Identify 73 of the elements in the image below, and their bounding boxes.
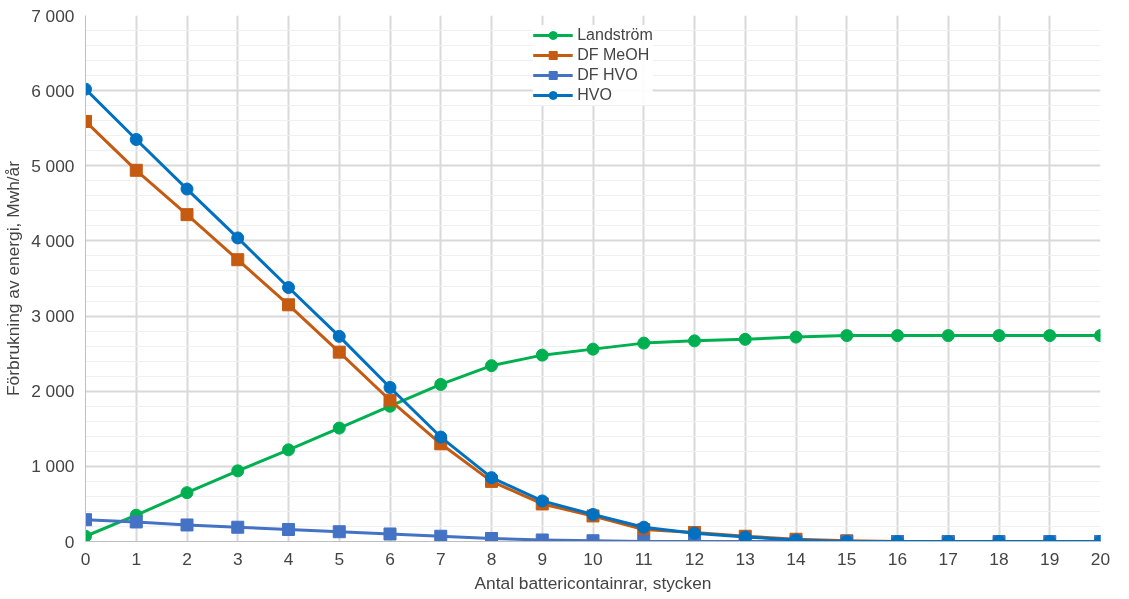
- point: [738, 332, 752, 346]
- point: [434, 377, 448, 391]
- point: [637, 336, 651, 350]
- point: [180, 182, 194, 196]
- y-tick-label: 2 000: [31, 381, 75, 402]
- x-tick-label: 17: [938, 548, 958, 569]
- y-tick-label: 1 000: [31, 456, 75, 477]
- y-axis-title: Förbrukning av energi, Mwh/år: [3, 160, 24, 396]
- x-tick-label: 13: [735, 548, 755, 569]
- point: [231, 253, 245, 267]
- point: [180, 486, 194, 500]
- x-tick-label: 5: [334, 548, 345, 569]
- x-tick-label: 18: [989, 548, 1009, 569]
- point: [485, 359, 498, 373]
- point: [231, 464, 245, 478]
- point: [231, 520, 245, 534]
- point: [789, 330, 803, 344]
- x-tick-label: 1: [131, 548, 142, 569]
- y-tick-label: 5 000: [31, 155, 75, 176]
- x-tick-label: 0: [80, 548, 91, 569]
- point: [383, 393, 397, 407]
- point: [129, 133, 143, 146]
- legend-label: DF HVO: [577, 66, 638, 84]
- x-tick-label: 10: [583, 548, 603, 569]
- x-tick-label: 15: [837, 548, 857, 569]
- point: [840, 329, 854, 343]
- point: [332, 329, 346, 343]
- point: [535, 348, 549, 362]
- x-tick-label: 7: [435, 548, 446, 569]
- point: [282, 443, 295, 457]
- point: [231, 231, 245, 245]
- point: [485, 531, 498, 542]
- x-tick-label: 9: [537, 548, 548, 569]
- y-tick-label: 0: [64, 531, 75, 552]
- y-tick-label: 7 000: [31, 5, 75, 26]
- x-tick-label: 12: [684, 548, 705, 569]
- x-tick-label: 11: [634, 548, 653, 569]
- x-tick-label: 2: [182, 548, 192, 569]
- x-tick-label: 19: [1040, 548, 1060, 569]
- x-tick-label: 20: [1090, 548, 1111, 569]
- point: [434, 529, 448, 542]
- y-tick-label: 6 000: [31, 80, 75, 101]
- point: [434, 430, 448, 444]
- point: [992, 329, 1006, 343]
- x-tick-label: 8: [486, 548, 497, 569]
- x-axis-title: Antal battericontainrar, stycken: [474, 572, 712, 593]
- point: [383, 527, 397, 541]
- point: [282, 522, 295, 536]
- point: [129, 515, 143, 529]
- point: [180, 208, 194, 222]
- legend-label: DF MeOH: [577, 46, 650, 64]
- point: [688, 334, 701, 348]
- point: [282, 281, 295, 295]
- point: [941, 329, 955, 343]
- point: [332, 345, 346, 359]
- x-tick-label: 14: [786, 548, 806, 569]
- point: [383, 380, 397, 394]
- x-tick-label: 4: [283, 548, 294, 569]
- x-tick-label: 3: [232, 548, 243, 569]
- legend-label: HVO: [577, 86, 612, 104]
- x-tick-label: 16: [887, 548, 908, 569]
- point: [891, 329, 904, 343]
- y-tick-label: 4 000: [31, 230, 75, 251]
- point: [180, 518, 194, 532]
- y-tick-label: 3 000: [31, 306, 75, 327]
- point: [282, 298, 295, 312]
- point: [1043, 329, 1057, 343]
- point: [332, 421, 346, 435]
- legend-label: Landström: [577, 26, 653, 44]
- point: [332, 525, 346, 539]
- point: [129, 163, 143, 177]
- point: [586, 342, 600, 356]
- x-tick-label: 6: [385, 548, 395, 569]
